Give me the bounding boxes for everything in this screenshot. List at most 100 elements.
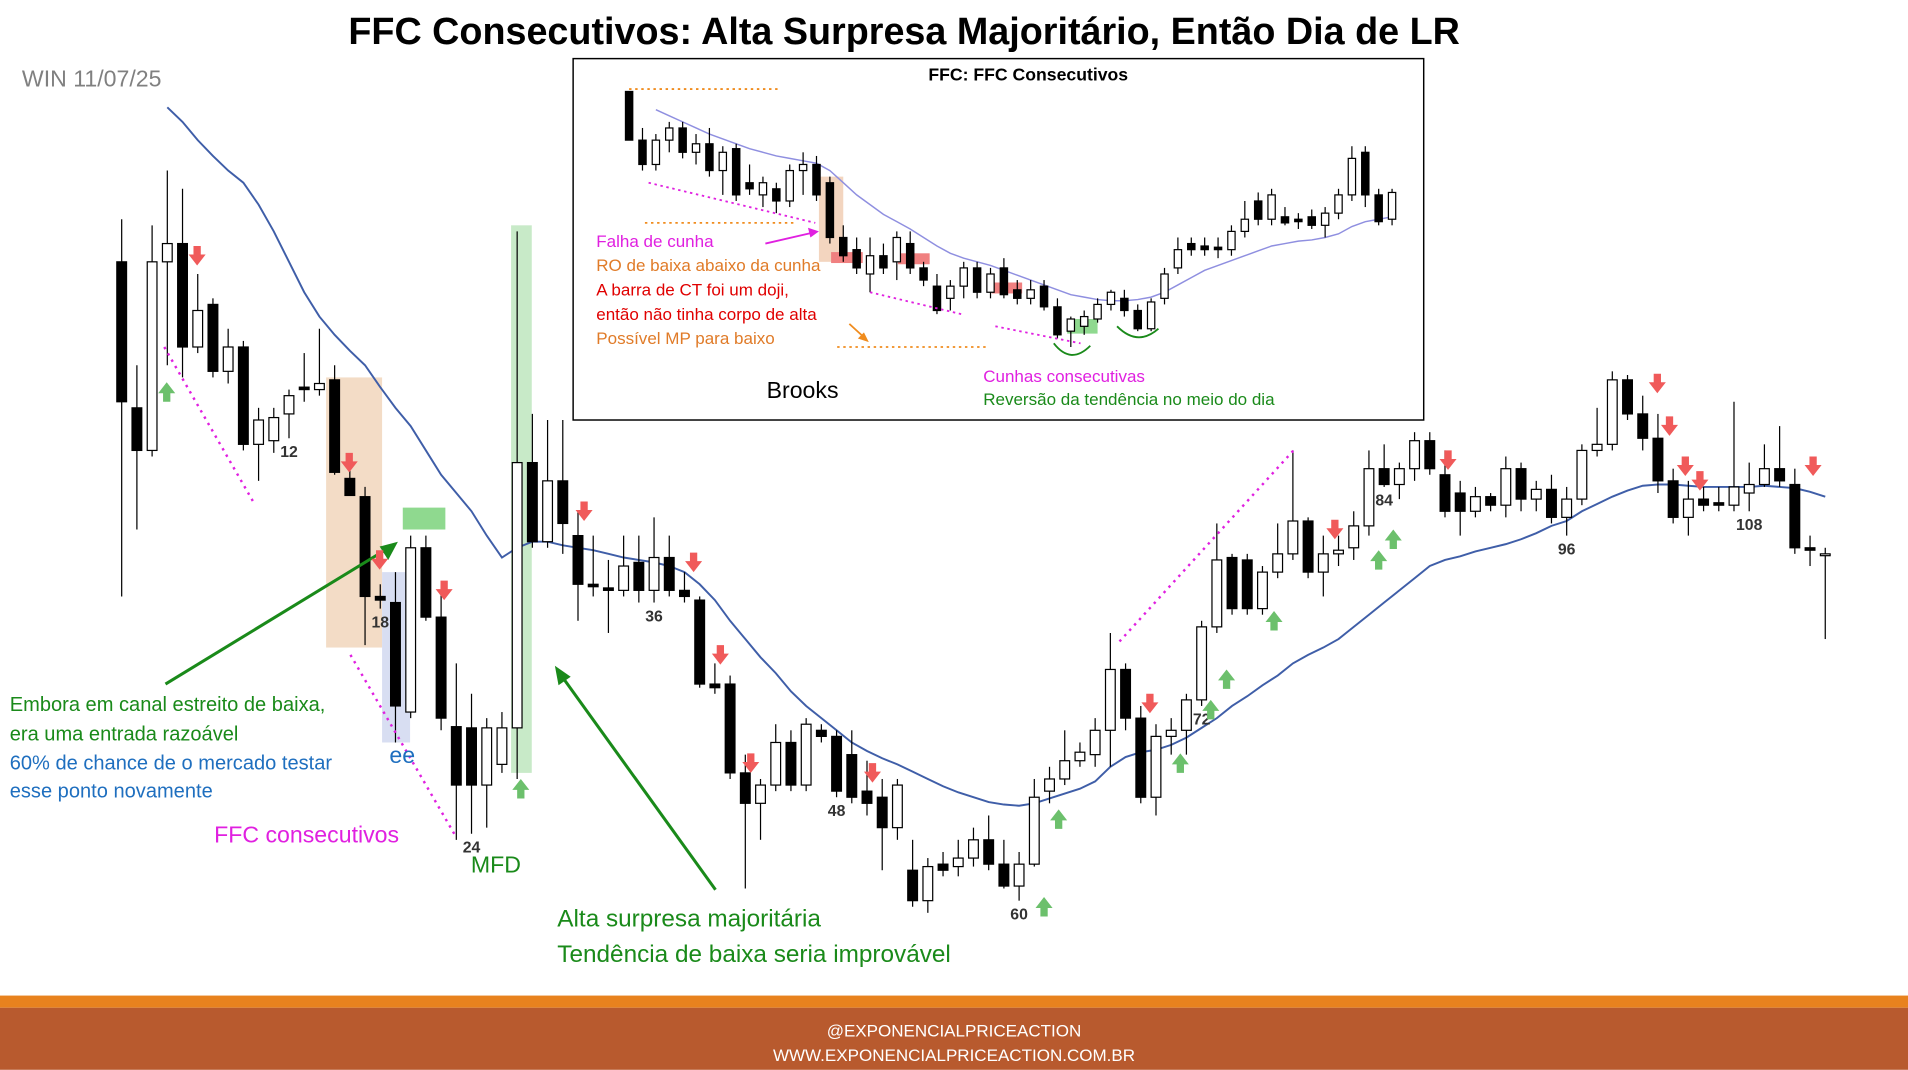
candle-body [772,188,781,202]
footer-band [0,1007,1908,1070]
ema-line [655,109,1393,302]
candle-body [1758,468,1770,486]
candle-body [1133,309,1143,330]
pointer-head [807,227,819,238]
pointer-line [765,231,814,245]
candle-body [161,242,173,263]
annotation: Possível MP para baixo [596,329,774,348]
candle-body [1150,735,1162,798]
pointer-line [560,675,717,891]
candle-body [1789,483,1801,549]
candle-body [1241,559,1253,610]
inset-frame [572,57,1425,421]
bar-count-label: 36 [645,608,663,625]
candle-body [678,589,690,598]
candle-body [972,267,982,293]
candle-body [1454,492,1466,512]
candle-body [815,729,827,737]
candle-body [1713,502,1725,506]
buy-arrow [1384,529,1402,549]
candle-body [852,249,861,269]
candle-body [770,741,782,786]
sell-arrow [863,763,881,783]
sell-arrow [742,753,760,773]
candle-body [298,386,310,391]
candle-body [1393,468,1405,486]
candle-body [1485,496,1497,506]
candle-body [1361,151,1370,196]
candle-body [1173,249,1183,269]
buy-arrow [512,778,530,799]
annotation: Brooks [767,377,839,403]
candle-body [919,267,928,281]
candle-body [825,182,835,239]
annotation: ee [389,742,415,768]
candle-body [624,90,634,141]
candle-body [1530,488,1542,500]
candle-body [1267,194,1276,220]
annotation: MFD [471,852,521,878]
annotation: então não tinha corpo de alta [596,305,817,324]
candle-body [709,683,721,689]
candle-body [237,346,249,445]
candle-body [967,839,979,859]
candle-body [1039,285,1049,308]
candle-body [1226,556,1238,610]
annotation: era uma entrada razoável [10,723,239,745]
candle-body [192,309,204,348]
candle-body [663,556,675,591]
candle-body [572,535,584,585]
bar-count-label: 18 [371,614,389,631]
candle-body [1074,751,1086,762]
subtitle: WIN 11/07/25 [22,66,162,92]
candle-body [1469,496,1481,512]
candle-body [1028,796,1040,865]
signals [158,246,1822,917]
sell-arrow [711,645,729,665]
wedge-line [648,181,816,224]
candle-body [1187,242,1196,251]
sell-arrow [435,580,453,601]
candle-body [907,869,919,902]
candle-body [1200,245,1209,251]
marker-block [831,252,863,264]
candle-body [1424,440,1436,470]
candle-body [1561,498,1573,518]
candle-body [1104,668,1116,731]
main-plot: 12 18 24 36 48 60 72 84 96 108 [116,106,1831,923]
buy-arrow [1035,897,1053,917]
inset-plot [624,90,1397,347]
candle-body [1682,498,1694,518]
candle-body [618,565,630,591]
candle-body [932,285,942,312]
candle-body [745,182,754,190]
candle-body [1287,520,1299,555]
annotation: Falha de cunha [596,232,714,251]
candle-body [1135,717,1147,798]
candle-body [268,416,280,442]
sell-arrow [1660,416,1679,436]
candle-body [344,477,356,497]
annotation: FFC consecutivos [214,821,399,847]
candle-body [146,261,158,452]
buy-arrow [1050,809,1068,829]
candle-body [1637,413,1649,439]
inset-drawings [629,88,1160,356]
buy-arrow [158,382,176,402]
candle-body [876,796,888,829]
candle-body [694,599,706,685]
candle-body [1606,379,1618,445]
candle-body [1211,559,1223,628]
candle-body [892,236,902,263]
candle-body [731,148,741,196]
candle-body [1106,291,1116,306]
pointer-head [857,332,869,343]
candle-body [1302,520,1314,573]
candle-body [1545,488,1557,518]
candle-body [557,480,569,525]
candle-body [1256,571,1268,610]
candle-body [329,379,341,473]
candle-body [1667,480,1679,518]
candle-body [207,303,219,372]
